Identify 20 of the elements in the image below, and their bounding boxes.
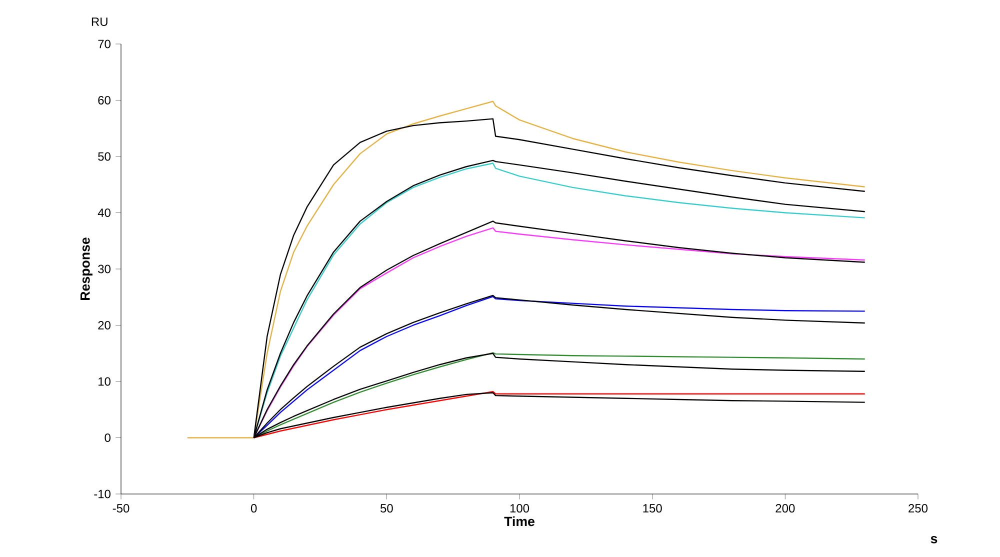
y-tick-label: 30	[98, 264, 110, 274]
y-tick-label: 0	[104, 433, 111, 442]
x-tick-label: 250	[908, 504, 928, 513]
x-tick-label: 200	[776, 504, 795, 513]
y-axis-title: Response	[80, 238, 92, 300]
y-tick-label: 10	[98, 377, 110, 386]
x-axis-title: Time	[504, 516, 534, 526]
x-tick-label: 150	[643, 504, 662, 513]
x-tick-label: 50	[380, 504, 393, 513]
x-tick-label: 100	[510, 504, 530, 513]
y-tick-label: 70	[98, 40, 110, 48]
text: s	[930, 536, 938, 544]
y-tick-label: 20	[98, 320, 110, 330]
y-tick-label: 40	[98, 208, 110, 217]
y-tick-label: 60	[98, 96, 110, 104]
x-tick-label: -50	[112, 504, 130, 513]
x-tick-label: 0	[250, 504, 257, 513]
text: RU	[92, 18, 108, 26]
y-tick-label: 50	[98, 152, 110, 161]
y-tick-label: -10	[94, 490, 110, 498]
